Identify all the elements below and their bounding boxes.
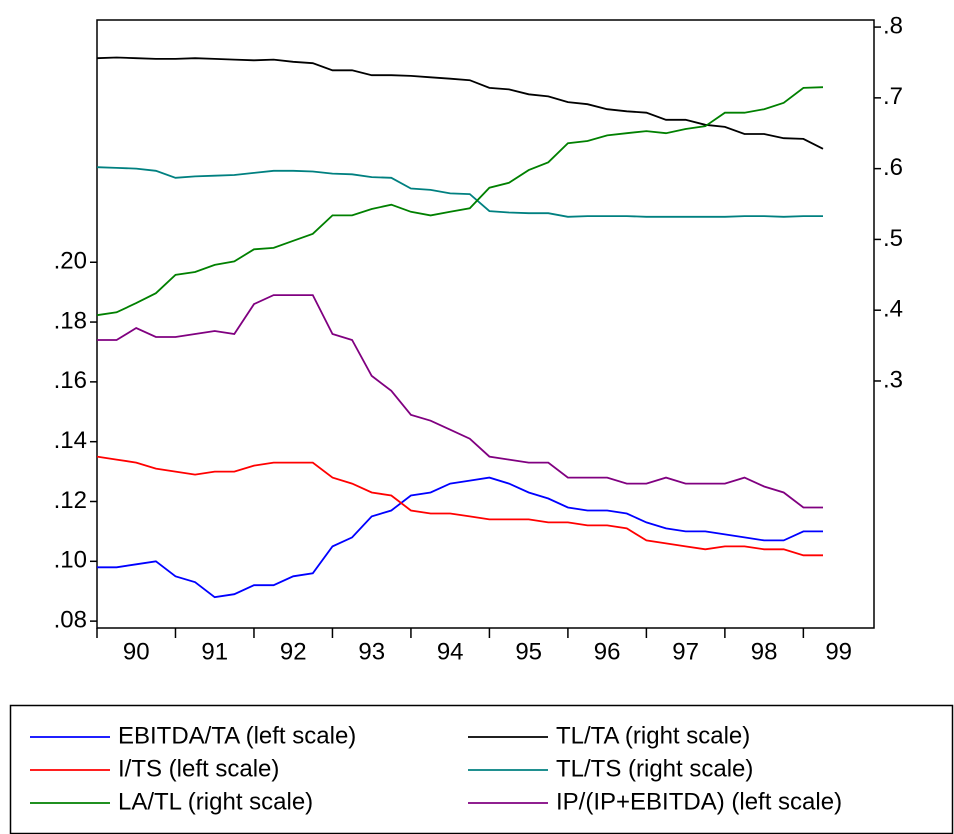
legend-label: EBITDA/TA (left scale) <box>118 722 356 749</box>
y2-tick-label: .4 <box>883 296 903 323</box>
series-line <box>96 86 824 317</box>
series-line <box>96 56 824 150</box>
x-tick-label: 99 <box>825 638 852 665</box>
y-tick-label: .10 <box>54 547 87 574</box>
plot-frame <box>96 19 875 629</box>
y2-tick-label: .8 <box>883 12 903 39</box>
x-tick-label: 92 <box>280 638 307 665</box>
x-tick-label: 90 <box>123 638 150 665</box>
series-line <box>96 166 823 218</box>
y-tick-label: .16 <box>54 367 87 394</box>
y2-tick-label: .6 <box>883 154 903 181</box>
y2-tick-label: .3 <box>883 366 903 393</box>
x-tick-label: 94 <box>437 638 464 665</box>
series-line <box>97 294 823 509</box>
y2-tick-label: .5 <box>883 225 903 252</box>
series-line <box>97 476 823 599</box>
x-tick-label: 97 <box>672 638 699 665</box>
series-line <box>96 455 823 557</box>
y-tick-label: .08 <box>54 606 87 633</box>
y-tick-label: .18 <box>54 307 87 334</box>
y-tick-label: .20 <box>54 248 87 275</box>
x-tick-label: 98 <box>751 638 778 665</box>
x-tick-label: 95 <box>515 638 542 665</box>
x-tick-label: 93 <box>358 638 385 665</box>
legend-label: TL/TS (right scale) <box>556 755 753 782</box>
x-tick-label: 91 <box>201 638 228 665</box>
y-tick-label: .12 <box>54 487 87 514</box>
legend-label: IP/(IP+EBITDA) (left scale) <box>556 788 842 815</box>
legend-label: LA/TL (right scale) <box>118 788 313 815</box>
x-tick-label: 96 <box>594 638 621 665</box>
y-tick-label: .14 <box>54 427 87 454</box>
legend-label: I/TS (left scale) <box>118 755 279 782</box>
legend-label: TL/TA (right scale) <box>556 722 750 749</box>
y2-tick-label: .7 <box>883 83 903 110</box>
